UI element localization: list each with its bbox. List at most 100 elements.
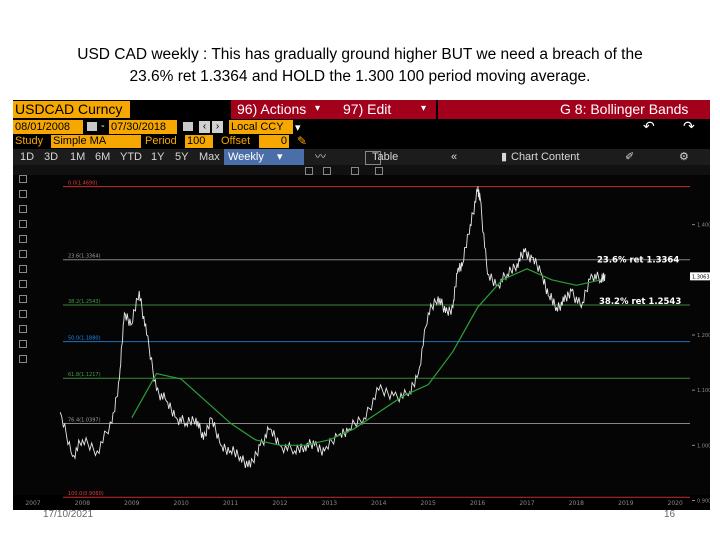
fib-level-label: 100.0(0.9060) [68, 491, 104, 497]
study-row: Study Simple MA Period 100 Offset 0 ✎ [13, 134, 710, 149]
gear-icon[interactable]: ⚙ [679, 151, 689, 163]
lock-tool-icon[interactable] [19, 310, 27, 318]
x-tick-label: 2017 [519, 500, 534, 507]
edit-label: 97) Edit [343, 101, 392, 117]
security-field[interactable]: USDCAD Curncy [13, 101, 130, 118]
x-tick-label: 2011 [223, 500, 238, 507]
range-tab[interactable]: 1M [70, 151, 86, 163]
fib-level-label: 61.8(1.1217) [68, 372, 101, 378]
chart-content-icon[interactable]: ▮ [501, 151, 508, 163]
line-chart-icon[interactable]: 〰 [315, 151, 326, 163]
undo-icon[interactable]: ↶ [643, 118, 655, 134]
range-tab[interactable]: YTD [120, 151, 142, 163]
next-arrow-icon[interactable]: › [212, 121, 223, 133]
track-icon[interactable] [305, 167, 313, 175]
range-tab[interactable]: 5Y [175, 151, 189, 163]
frequency-select[interactable]: Weekly ▾ [224, 149, 304, 165]
dropdown-arrow-icon[interactable]: ▾ [295, 122, 301, 134]
dropdown-arrow-icon: ▾ [276, 151, 283, 163]
start-date-input[interactable]: 08/01/2008 [13, 120, 83, 134]
x-tick-label: 2008 [75, 500, 90, 507]
measure-tool-icon[interactable] [19, 280, 27, 288]
bloomberg-terminal: USDCAD Curncy 96) Actions ▾ 97) Edit ▾ G… [13, 100, 710, 510]
pencil-icon[interactable]: ✎ [297, 134, 308, 148]
x-axis-strip [13, 495, 710, 510]
prev-arrow-icon[interactable]: ‹ [199, 121, 210, 133]
x-tick-label: 2014 [371, 500, 386, 507]
range-tab[interactable]: 6M [95, 151, 111, 163]
fib-level-label: 0.0(1.4690) [68, 181, 97, 187]
actions-menu[interactable]: 96) Actions ▾ 97) Edit ▾ [231, 100, 436, 119]
shape-tool-icon[interactable] [19, 250, 27, 258]
range-tab[interactable]: 1Y [151, 151, 165, 163]
date-range-row: 08/01/2008 - 07/30/2018 ‹ › Local CCY ▾ … [13, 118, 710, 135]
currency-select[interactable]: Local CCY [229, 120, 293, 134]
function-title-bar: G 8: Bollinger Bands [438, 100, 710, 119]
news-icon[interactable] [351, 167, 359, 175]
calendar-icon[interactable] [183, 122, 193, 131]
period-label: Period [145, 135, 177, 147]
chevron-down-icon: ▾ [421, 103, 427, 114]
y-tick-label: 0.9000 [697, 499, 710, 505]
x-tick-label: 2013 [322, 500, 337, 507]
offset-label: Offset [221, 135, 251, 147]
moving-average-line [131, 268, 602, 446]
collapse-icon[interactable]: « [451, 151, 458, 163]
last-price-label: 1.3063 [692, 274, 710, 280]
annotation-label: 23.6% ret 1.3364 [597, 256, 679, 266]
date-separator: - [101, 120, 105, 132]
range-toolbar: 1D 3D 1M 6M YTD 1Y 5Y Max Weekly ▾ 〰 Tab… [13, 149, 710, 165]
x-tick-label: 2012 [272, 500, 287, 507]
magnet-tool-icon[interactable] [19, 325, 27, 333]
slide-date: 17/10/2021 [43, 509, 94, 520]
range-tab[interactable]: Max [199, 151, 220, 163]
y-tick-label: 1.4000 [697, 223, 710, 229]
cursor-icon[interactable] [19, 175, 27, 183]
chart-subtoolbar [13, 165, 710, 175]
terminal-header: USDCAD Curncy 96) Actions ▾ 97) Edit ▾ G… [13, 100, 710, 119]
y-tick-label: 1.1000 [697, 388, 710, 394]
end-date-input[interactable]: 07/30/2018 [109, 120, 177, 134]
frequency-label: Weekly [228, 151, 264, 163]
eraser-tool-icon[interactable] [19, 295, 27, 303]
delete-tool-icon[interactable] [19, 355, 27, 363]
study-label: Study [15, 135, 44, 147]
line-tool-icon[interactable] [19, 190, 27, 198]
table-button[interactable]: Table [372, 151, 399, 163]
price-chart[interactable]: 2007 2008 2009 2010 2011 2012 2013 2014 2015 2016… [13, 175, 710, 510]
slide-number: 16 [664, 509, 676, 520]
channel-tool-icon[interactable] [19, 205, 27, 213]
caption-line-1: USD CAD weekly : This has gradually grou… [77, 46, 643, 63]
period-input[interactable]: 100 [185, 135, 213, 148]
x-tick-label: 2019 [618, 500, 633, 507]
slide-caption: USD CAD weekly : This has gradually grou… [30, 44, 690, 88]
x-tick-label: 2009 [124, 500, 139, 507]
arrow-tool-icon[interactable] [19, 265, 27, 273]
edit-chart-icon[interactable]: ✐ [625, 151, 635, 163]
chart-content-button[interactable]: Chart Content [511, 151, 580, 163]
fib-level-label: 38.2(1.2543) [68, 299, 101, 305]
caption-line-2: 23.6% ret 1.3364 and HOLD the 1.300 100 … [129, 68, 591, 85]
x-tick-label: 2018 [569, 500, 584, 507]
range-tab[interactable]: 3D [44, 151, 59, 163]
fib-level-label: 50.0(1.1880) [68, 336, 101, 342]
offset-input[interactable]: 0 [259, 135, 289, 148]
actions-label: 96) Actions [237, 101, 307, 117]
zoom-icon[interactable] [375, 167, 383, 175]
x-tick-label: 2015 [421, 500, 436, 507]
calendar-icon[interactable] [87, 122, 97, 131]
study-select[interactable]: Simple MA [51, 135, 141, 148]
chart-area[interactable]: 2007 2008 2009 2010 2011 2012 2013 2014 2015 2016… [13, 175, 710, 510]
text-tool-icon[interactable] [19, 235, 27, 243]
hide-tool-icon[interactable] [19, 340, 27, 348]
chevron-down-icon: ▾ [315, 103, 321, 114]
redo-icon[interactable]: ↷ [683, 118, 695, 134]
annotate-icon[interactable] [323, 167, 331, 175]
drawing-toolbar [16, 175, 30, 505]
table-icon[interactable] [365, 151, 381, 165]
y-tick-label: 1.2000 [697, 333, 710, 339]
range-tab[interactable]: 1D [20, 151, 35, 163]
fibonacci-tool-icon[interactable] [19, 220, 27, 228]
x-tick-label: 2020 [668, 500, 683, 507]
price-series-line [59, 186, 606, 468]
